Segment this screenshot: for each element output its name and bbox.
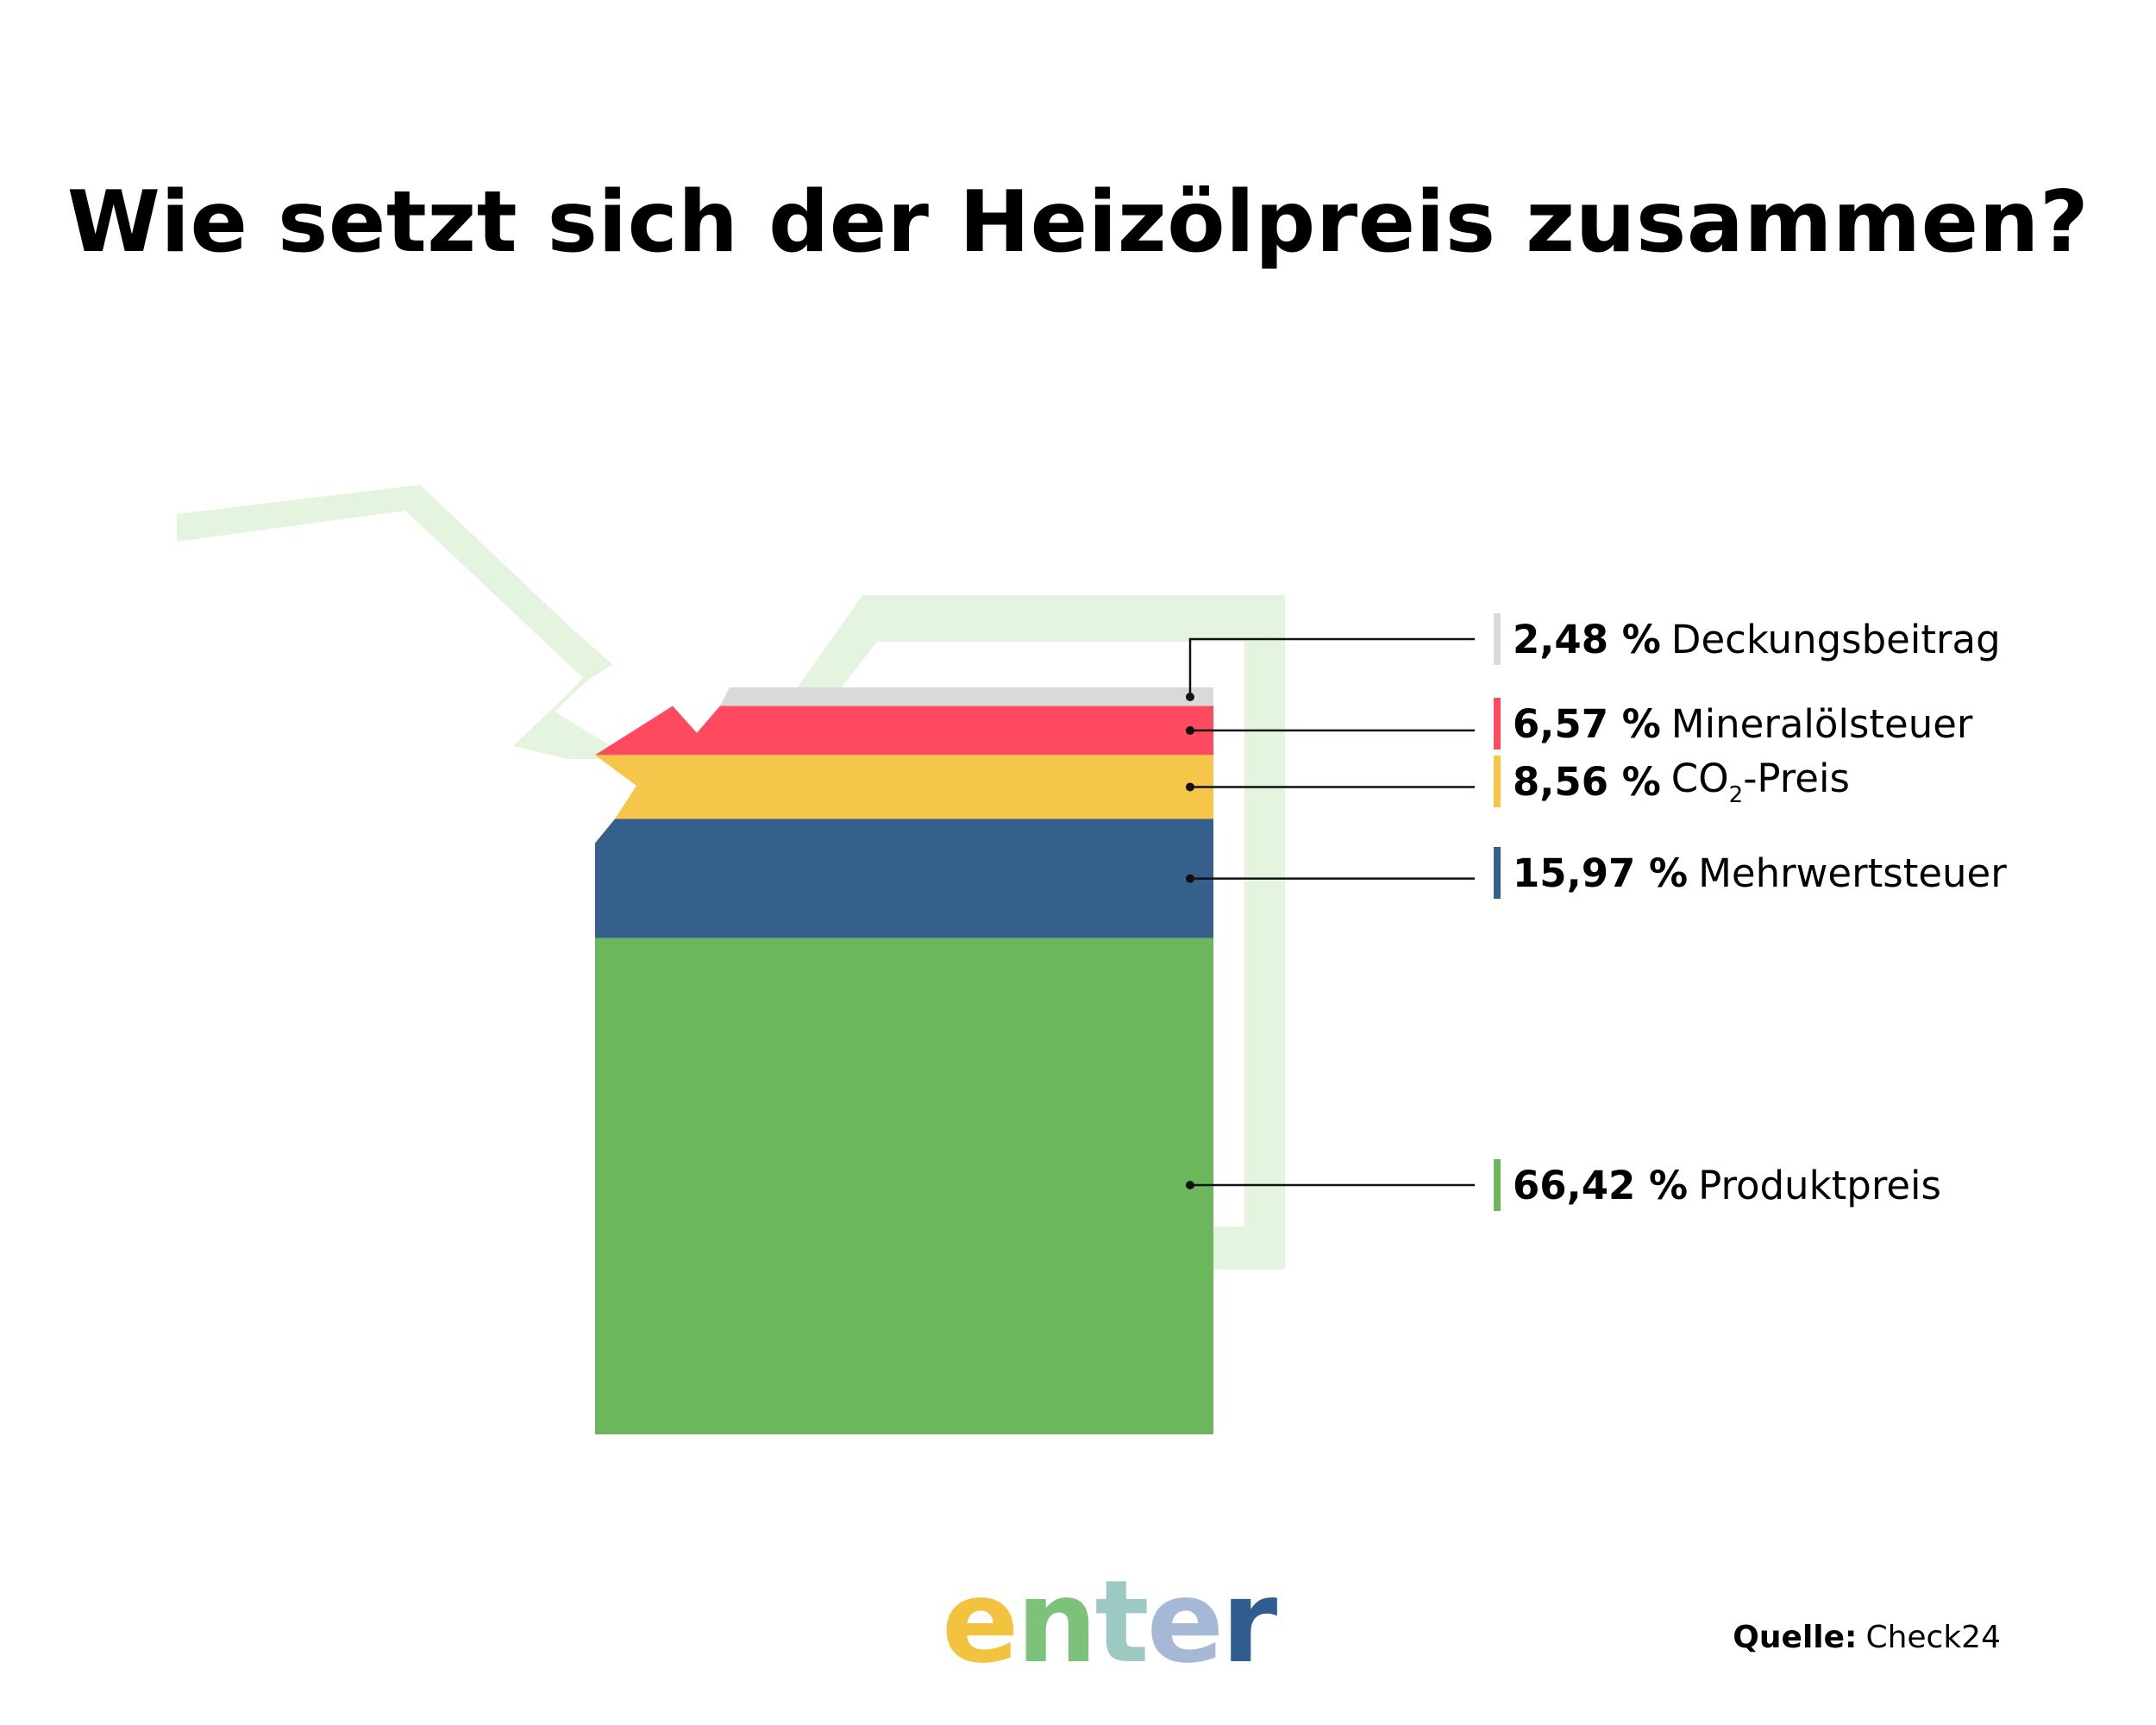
canister-outline (177, 485, 1285, 1270)
legend-swatch (1494, 698, 1501, 750)
legend-item: 15,97 % Mehrwertsteuer (1494, 847, 2007, 899)
page-title: Wie setzt sich der Heizölpreis zusammen? (66, 173, 2090, 272)
logo-letter: n (1016, 1556, 1098, 1689)
source-label: Quelle: (1733, 1620, 1858, 1655)
leader-line (1188, 637, 1475, 697)
canister-handle (797, 595, 1285, 1270)
segment-co2-preis (595, 755, 1213, 819)
source-value: Check24 (1865, 1620, 2001, 1655)
legend-value: 2,48 % (1513, 616, 1661, 662)
segment-deckungsbeitrag (720, 687, 1213, 706)
legend-label: CO2-Preis (1670, 755, 1850, 808)
legend-swatch (1494, 847, 1501, 899)
legend-item: 2,48 % Deckungsbeitrag (1494, 613, 2001, 665)
legend-value: 8,56 % (1513, 758, 1661, 805)
legend-label: Produktpreis (1698, 1162, 1941, 1208)
logo-letter: e (942, 1556, 1019, 1689)
canister-segments (595, 687, 1213, 1434)
logo-letter: t (1094, 1556, 1150, 1689)
enter-logo: enter (942, 1565, 1277, 1679)
legend-swatch (1494, 756, 1501, 807)
legend-swatch (1494, 1159, 1501, 1211)
source-note: Quelle: Check24 (1733, 1620, 2001, 1655)
leader-lines (1186, 637, 1475, 1189)
segment-produktpreis (595, 938, 1213, 1434)
segment-mehrwertsteuer (595, 819, 1213, 938)
logo-letter: e (1146, 1556, 1225, 1689)
logo-letter: r (1221, 1556, 1277, 1689)
canister-spout (177, 485, 632, 759)
legend-value: 6,57 % (1513, 700, 1661, 747)
legend-value: 66,42 % (1513, 1162, 1689, 1208)
legend-item: 6,57 % Mineralölsteuer (1494, 698, 1972, 750)
legend-label: Mineralölsteuer (1670, 700, 1973, 747)
legend-label: Mehrwertsteuer (1698, 850, 2007, 896)
legend-label: Deckungsbeitrag (1670, 616, 2001, 662)
legend-item: 8,56 % CO2-Preis (1494, 755, 1850, 808)
legend-item: 66,42 % Produktpreis (1494, 1159, 1941, 1211)
segment-mineral-lsteuer (595, 706, 1213, 756)
legend-value: 15,97 % (1513, 850, 1689, 896)
legend-swatch (1494, 613, 1501, 665)
